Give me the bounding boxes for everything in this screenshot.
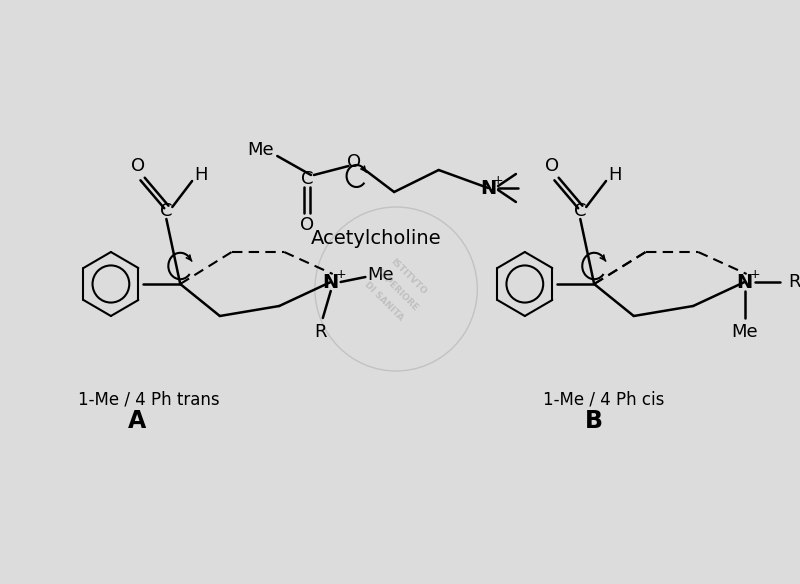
Text: C: C — [301, 170, 314, 188]
Text: O: O — [130, 157, 145, 175]
Text: B: B — [585, 409, 603, 433]
Text: A: A — [127, 409, 146, 433]
Text: +: + — [493, 173, 503, 186]
Text: R: R — [788, 273, 800, 291]
Text: N: N — [322, 273, 339, 291]
Text: Me: Me — [367, 266, 394, 284]
Text: N: N — [737, 273, 753, 291]
Text: H: H — [194, 166, 208, 184]
Text: C: C — [574, 202, 586, 220]
Text: Me: Me — [731, 323, 758, 341]
Text: O: O — [300, 216, 314, 234]
Text: C: C — [160, 202, 173, 220]
Text: N: N — [480, 179, 496, 197]
Text: H: H — [608, 166, 622, 184]
Text: Acetylcholine: Acetylcholine — [311, 230, 442, 249]
Text: O: O — [545, 157, 558, 175]
Text: +: + — [335, 267, 346, 280]
Text: +: + — [750, 267, 760, 280]
Text: Me: Me — [247, 141, 274, 159]
Text: 1-Me / 4 Ph trans: 1-Me / 4 Ph trans — [78, 390, 219, 408]
Text: 1-Me / 4 Ph cis: 1-Me / 4 Ph cis — [543, 390, 665, 408]
Text: ISTITVTO
SVPERIORE
DI SANITA: ISTITVTO SVPERIORE DI SANITA — [360, 253, 432, 325]
Text: O: O — [347, 153, 362, 171]
Text: R: R — [314, 323, 327, 341]
